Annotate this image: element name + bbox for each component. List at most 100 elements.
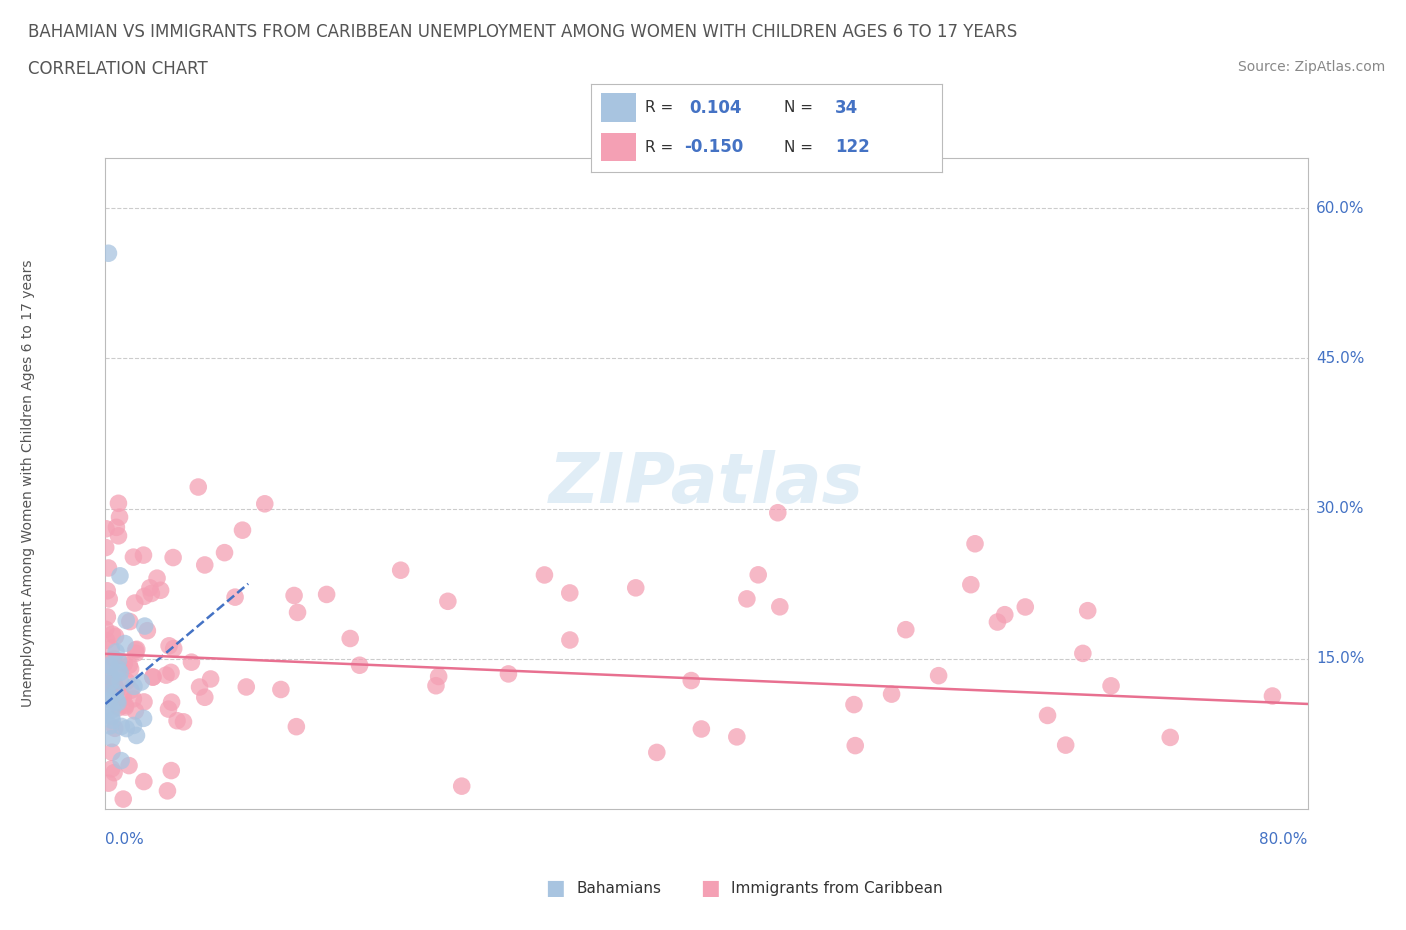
Point xyxy=(425,678,447,693)
Text: 0.104: 0.104 xyxy=(689,99,741,116)
Point xyxy=(283,588,305,603)
Point xyxy=(1036,708,1059,723)
Point xyxy=(94,622,117,637)
Point xyxy=(125,645,148,660)
Point xyxy=(735,591,758,606)
Point xyxy=(142,670,165,684)
Point xyxy=(110,673,132,688)
Point xyxy=(558,586,581,601)
Point xyxy=(104,629,127,644)
Point xyxy=(118,658,141,672)
Point xyxy=(96,633,118,648)
Point xyxy=(1077,604,1099,618)
Point xyxy=(156,783,179,798)
Point xyxy=(107,528,129,543)
Text: 60.0%: 60.0% xyxy=(1316,201,1364,216)
Point xyxy=(98,693,121,708)
Point xyxy=(725,729,748,744)
Point xyxy=(108,510,131,525)
Text: ■: ■ xyxy=(546,878,565,898)
Point xyxy=(132,774,155,789)
Point xyxy=(94,701,117,716)
Point xyxy=(437,594,460,609)
Text: Source: ZipAtlas.com: Source: ZipAtlas.com xyxy=(1237,60,1385,74)
Bar xyxy=(602,93,636,122)
Point xyxy=(287,605,309,620)
Text: 15.0%: 15.0% xyxy=(1316,651,1364,667)
Point xyxy=(747,567,769,582)
Point xyxy=(959,578,981,592)
Point xyxy=(963,537,986,551)
Point xyxy=(98,658,121,672)
Point xyxy=(107,661,129,676)
Point xyxy=(173,714,195,729)
Point xyxy=(125,728,148,743)
Point xyxy=(339,631,361,646)
Point xyxy=(315,587,337,602)
Text: R =: R = xyxy=(645,140,678,154)
Text: Unemployment Among Women with Children Ages 6 to 17 years: Unemployment Among Women with Children A… xyxy=(21,259,35,708)
Point xyxy=(994,607,1017,622)
Point xyxy=(100,762,122,777)
Point xyxy=(349,658,371,672)
Text: 34: 34 xyxy=(835,99,858,116)
Point xyxy=(842,698,865,712)
Point xyxy=(100,670,122,684)
Point xyxy=(110,719,132,734)
Text: 80.0%: 80.0% xyxy=(1260,832,1308,847)
Point xyxy=(200,671,222,686)
Point xyxy=(1071,646,1094,661)
Point xyxy=(103,679,125,694)
Point xyxy=(132,711,155,725)
Point xyxy=(97,686,120,701)
Point xyxy=(101,713,124,728)
Point xyxy=(624,580,647,595)
Point xyxy=(389,563,412,578)
Point xyxy=(558,632,581,647)
Point xyxy=(100,675,122,690)
Point xyxy=(108,665,131,680)
Point xyxy=(112,690,135,705)
Point xyxy=(104,721,127,736)
Point xyxy=(928,669,950,684)
Point xyxy=(115,613,138,628)
Point xyxy=(96,658,118,672)
Text: 122: 122 xyxy=(835,139,869,156)
Text: N =: N = xyxy=(785,100,818,115)
Point xyxy=(118,758,141,773)
Text: Immigrants from Caribbean: Immigrants from Caribbean xyxy=(731,881,943,896)
Point xyxy=(125,642,148,657)
Point xyxy=(98,591,121,606)
Point xyxy=(96,609,118,624)
Point xyxy=(894,622,917,637)
Point xyxy=(114,698,136,712)
Point xyxy=(103,652,125,667)
Point xyxy=(155,668,177,683)
Point xyxy=(94,540,117,555)
Point xyxy=(141,586,163,601)
Point xyxy=(101,627,124,642)
Point xyxy=(253,497,276,512)
Point xyxy=(645,745,668,760)
Point xyxy=(105,694,128,709)
Point xyxy=(98,673,121,688)
Point xyxy=(986,615,1008,630)
Point xyxy=(766,505,789,520)
Point xyxy=(162,551,184,565)
Point xyxy=(533,567,555,582)
Point xyxy=(1054,737,1077,752)
Point xyxy=(114,699,136,714)
Point xyxy=(427,669,450,684)
Text: CORRELATION CHART: CORRELATION CHART xyxy=(28,60,208,78)
Point xyxy=(1099,678,1122,693)
Text: R =: R = xyxy=(645,100,678,115)
Point xyxy=(136,623,159,638)
Point xyxy=(122,691,145,706)
Point xyxy=(235,680,257,695)
Point xyxy=(122,679,145,694)
Point xyxy=(129,674,152,689)
Point xyxy=(107,496,129,511)
Point xyxy=(100,659,122,674)
Point xyxy=(844,738,866,753)
Point xyxy=(160,764,183,778)
